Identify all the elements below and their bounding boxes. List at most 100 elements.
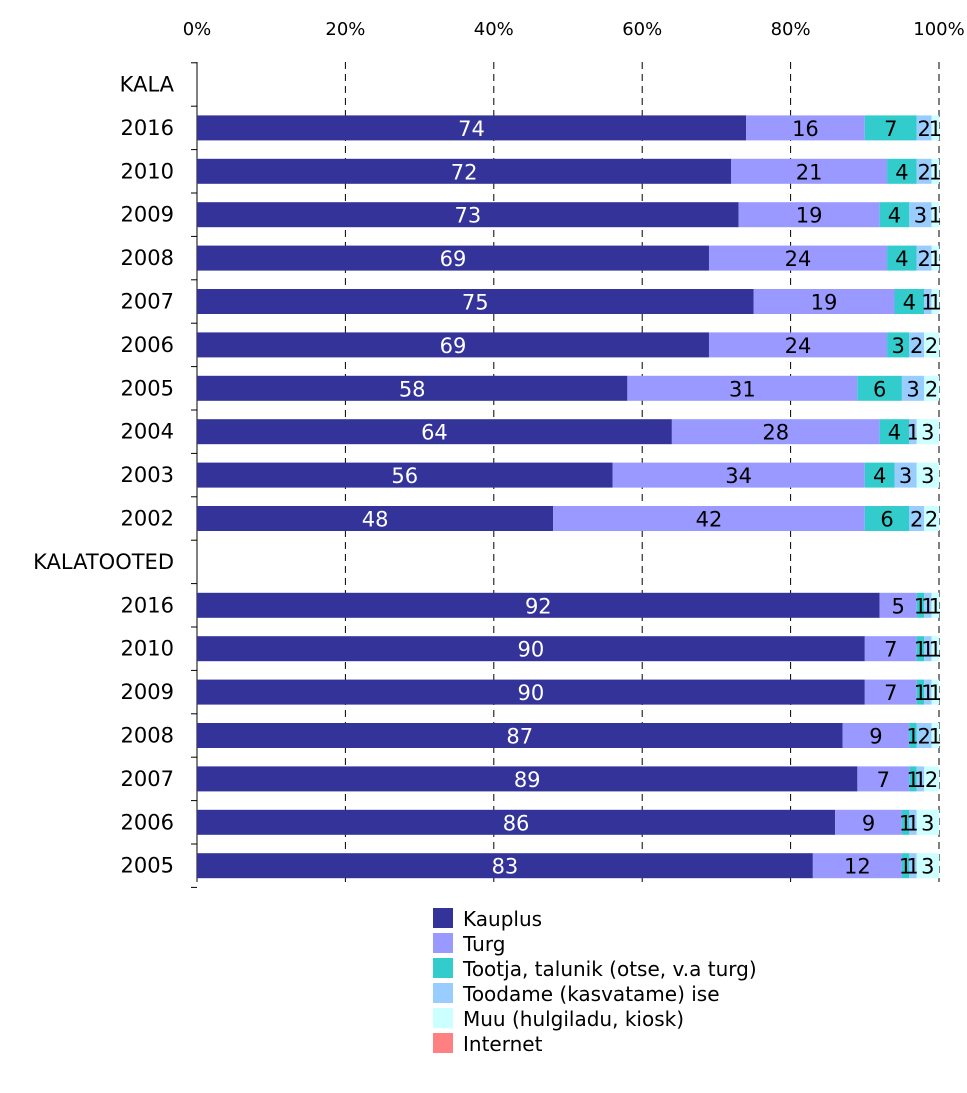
bar-segment [924, 289, 932, 314]
data-label: 12 [844, 855, 871, 879]
bar-segment [197, 679, 865, 705]
bar-segment [197, 766, 858, 792]
data-label: 19 [796, 204, 823, 228]
bar-segment [887, 158, 917, 184]
category-label: 2010 [121, 637, 174, 661]
data-label: 7 [877, 768, 890, 792]
bar-segment [894, 462, 917, 488]
legend-swatch [433, 933, 453, 953]
x-tick-label: 80% [771, 19, 811, 40]
bar-segment [916, 853, 939, 879]
bar-segment [924, 766, 939, 792]
bar-segment [931, 158, 939, 184]
bar-segment [738, 202, 880, 228]
data-label: 83 [492, 855, 519, 879]
legend-swatch [433, 1033, 453, 1053]
data-label: 3 [921, 421, 934, 445]
bar-segment [612, 462, 865, 488]
data-label: 69 [440, 247, 467, 271]
bar-segment [197, 809, 836, 835]
bar-segment [924, 679, 932, 705]
data-label: 1 [929, 247, 942, 271]
data-label: 2 [917, 160, 930, 184]
data-label: 87 [506, 725, 533, 749]
category-label: 2016 [121, 593, 174, 617]
data-label: 21 [796, 160, 823, 184]
bar-segment [916, 462, 939, 488]
legend-label: Muu (hulgiladu, kiosk) [463, 1007, 684, 1031]
data-label: 1 [914, 638, 927, 662]
bar-segment [864, 679, 917, 705]
data-label: 90 [518, 681, 545, 705]
x-tick-label: 60% [622, 19, 662, 40]
legend-swatch [433, 983, 453, 1003]
data-label: 4 [903, 291, 916, 315]
legend-label: Turg [462, 932, 505, 956]
data-label: 48 [362, 508, 389, 532]
data-label: 3 [899, 464, 912, 488]
bar-segment [924, 636, 932, 662]
bar-segment [916, 592, 925, 618]
legend-label: Internet [463, 1032, 543, 1056]
legend-label: Kauplus [463, 907, 542, 931]
category-label: 2006 [121, 810, 174, 834]
bar-segment [924, 375, 939, 401]
data-label: 89 [514, 768, 541, 792]
data-label: 3 [914, 204, 927, 228]
data-label: 1 [906, 768, 919, 792]
data-label: 5 [892, 594, 905, 618]
bar-segment [916, 115, 932, 141]
data-label: 42 [696, 508, 723, 532]
category-label: 2003 [121, 463, 174, 487]
data-label: 4 [888, 421, 901, 445]
category-label: 2007 [121, 767, 174, 791]
data-label: 92 [525, 594, 552, 618]
data-label: 1 [899, 855, 912, 879]
data-label: 4 [873, 464, 886, 488]
category-label: 2005 [121, 854, 174, 878]
bar-segment [909, 332, 925, 358]
bar-segment [916, 679, 925, 705]
data-label: 24 [785, 334, 812, 358]
bar-segment [197, 115, 747, 141]
bar-segment [197, 289, 754, 314]
bar-segment [931, 636, 939, 662]
legend-label: Tootja, talunik (otse, v.a turg) [462, 957, 757, 981]
data-label: 34 [725, 464, 752, 488]
data-label: 7 [884, 681, 897, 705]
data-label: 31 [729, 377, 756, 401]
bar-segment [197, 158, 732, 184]
bar-segment [924, 592, 932, 618]
data-label: 1 [906, 725, 919, 749]
bar-segment [916, 158, 932, 184]
bar-segment [879, 202, 910, 228]
bar-segment [916, 809, 939, 835]
bar-segment [857, 766, 910, 792]
data-label: 3 [921, 811, 934, 835]
data-label: 16 [792, 117, 819, 141]
data-label: 1 [921, 594, 934, 618]
data-label: 1 [929, 725, 942, 749]
data-label: 3 [921, 464, 934, 488]
x-tick-label: 40% [474, 19, 514, 40]
bar-segment [887, 245, 917, 271]
data-label: 3 [921, 855, 934, 879]
bar-segment [197, 419, 672, 445]
category-label: 2007 [121, 290, 174, 314]
data-label: 1 [914, 768, 927, 792]
bar-segment [197, 853, 813, 879]
data-label: 1 [929, 160, 942, 184]
bar-segment [857, 375, 902, 401]
data-label: 56 [391, 464, 418, 488]
bar-segment [197, 506, 554, 531]
bar-segment [909, 853, 917, 879]
bar-segment [901, 375, 925, 401]
data-label: 1 [929, 291, 942, 315]
bar-segment [842, 723, 910, 748]
bar-segment [931, 202, 939, 228]
data-label: 24 [785, 247, 812, 271]
bar-segment [731, 158, 888, 184]
bar-segment [197, 202, 739, 228]
